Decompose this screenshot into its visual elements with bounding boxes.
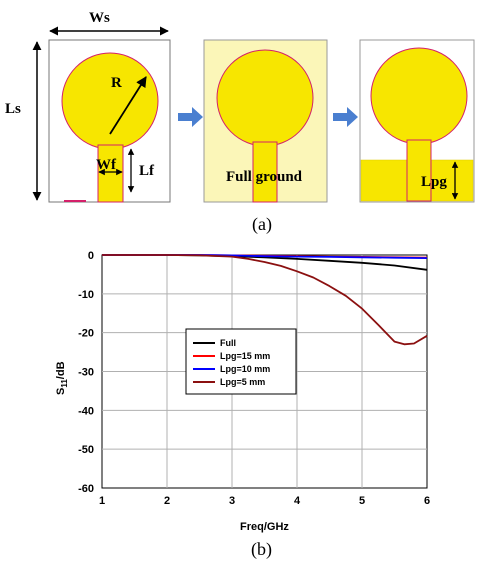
antenna-diagram: Ws Ls R Wf Lf Full ground xyxy=(5,10,475,235)
caption-b: (b) xyxy=(251,539,272,560)
transition-arrow-1 xyxy=(178,107,203,127)
legend: Full Lpg=15 mm Lpg=10 mm Lpg=5 mm xyxy=(185,328,297,395)
ls-label: Ls xyxy=(5,101,21,117)
x-tick-label: 2 xyxy=(164,495,170,507)
wf-label: Wf xyxy=(96,157,117,173)
antenna-board-1: Ws Ls R Wf Lf xyxy=(5,10,171,203)
series-lines xyxy=(102,254,428,346)
y-tick-label: 0 xyxy=(88,250,94,262)
y-axis-label-tail: /dB xyxy=(55,361,67,379)
x-tick-label: 1 xyxy=(99,495,105,507)
r-label: R xyxy=(111,75,122,91)
y-tick-label: -60 xyxy=(78,483,94,495)
ws-label: Ws xyxy=(89,10,110,26)
legend-label-lpg10: Lpg=10 mm xyxy=(220,364,270,374)
y-axis-label-main: S xyxy=(55,388,67,395)
series-line-lpg-5-mm xyxy=(102,254,428,346)
caption-a: (a) xyxy=(252,214,272,235)
y-tick-label: -30 xyxy=(78,367,94,379)
y-tick-label: -20 xyxy=(78,328,94,340)
legend-label-lpg15: Lpg=15 mm xyxy=(220,351,270,361)
x-tick-label: 4 xyxy=(294,495,301,507)
x-axis-label: Freq/GHz xyxy=(240,521,289,533)
legend-label-lpg5: Lpg=5 mm xyxy=(220,377,265,387)
antenna-board-partial-ground: Lpg xyxy=(359,39,475,203)
lpg-label: Lpg xyxy=(421,174,447,190)
legend-label-full: Full xyxy=(220,338,236,348)
radius-arrow xyxy=(109,76,147,135)
antenna-board-full-ground: Full ground xyxy=(203,39,328,203)
s11-chart: 1 2 3 4 5 6 0 -10 -20 -30 -40 -50 -60 Freq/GHz S11/d… xyxy=(55,250,430,560)
y-axis-label: S11/dB xyxy=(55,361,69,395)
transition-arrow-2 xyxy=(333,107,358,127)
y-tick-label: -40 xyxy=(78,405,94,417)
lf-label: Lf xyxy=(139,163,155,179)
y-tick-label: -10 xyxy=(78,289,94,301)
axis-ticks: 1 2 3 4 5 6 0 -10 -20 -30 -40 -50 -60 xyxy=(78,250,430,507)
y-tick-label: -50 xyxy=(78,444,94,456)
x-tick-label: 3 xyxy=(229,495,235,507)
y-axis-label-sub: 11 xyxy=(60,379,69,388)
full-ground-label: Full ground xyxy=(226,169,303,185)
x-tick-label: 5 xyxy=(359,495,365,507)
x-tick-label: 6 xyxy=(424,495,430,507)
